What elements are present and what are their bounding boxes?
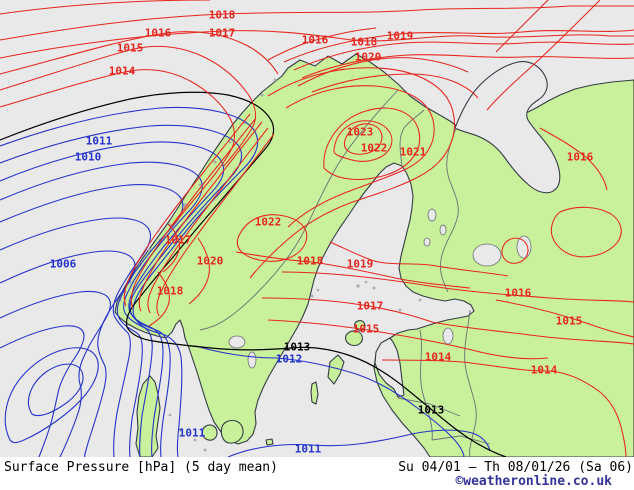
border-finland-russia — [439, 127, 459, 293]
lake-peipus — [442, 327, 454, 345]
finnish-lake — [423, 237, 431, 247]
white-sea — [454, 61, 561, 194]
red-isobars — [0, 0, 634, 457]
lake-vattern — [247, 351, 257, 369]
pressure-map-canvas — [0, 0, 634, 457]
pressure-map: 1018 1016 1017 1015 1014 1016 1018 1019 1020 1023… — [0, 0, 634, 457]
finnish-lake — [427, 208, 437, 222]
island-oland — [310, 381, 319, 405]
blue-isobars — [0, 106, 491, 457]
lake-onega — [516, 235, 532, 259]
border-baltic-states — [464, 309, 477, 457]
lake-vanern — [228, 335, 246, 349]
border-sweden-finland — [399, 109, 425, 167]
island-funen — [201, 424, 218, 441]
date-range: Su 04/01 – Th 08/01/26 (Sa 06) — [398, 460, 633, 475]
copyright-link[interactable]: ©weatheronline.co.uk — [455, 474, 612, 489]
lakes-layer — [228, 208, 532, 369]
border-baltic-states — [431, 435, 491, 445]
lake-ladoga — [472, 243, 502, 267]
island-zealand — [220, 419, 244, 444]
border-baltic-states — [397, 397, 461, 417]
island-bornholm — [265, 438, 274, 446]
finnish-lake — [439, 224, 447, 236]
borders-layer — [199, 89, 491, 457]
map-title: Surface Pressure [hPa] (5 day mean) — [4, 460, 278, 475]
border-baltic-states — [419, 329, 433, 441]
black-isobars — [0, 91, 507, 457]
island-gotland — [327, 354, 345, 385]
footer-bar: Surface Pressure [hPa] (5 day mean) Su 0… — [0, 457, 634, 490]
island-saaremaa — [345, 330, 363, 346]
island-jutland — [135, 375, 161, 457]
